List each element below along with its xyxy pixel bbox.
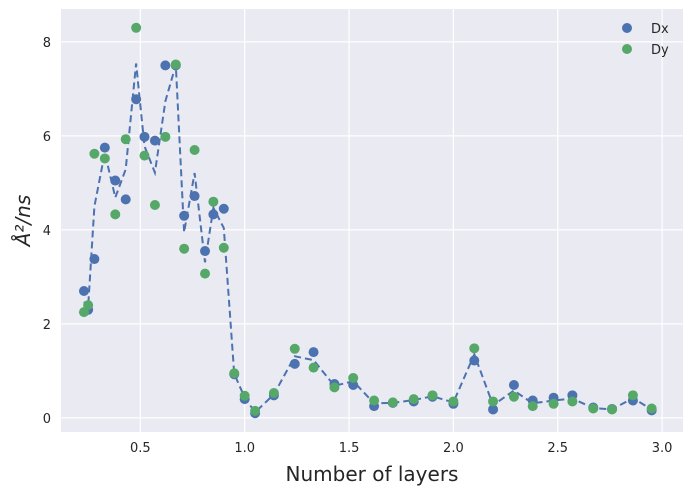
x-tick-labels: 0.5 1.0 1.5 2.0 2.5 3.0: [130, 441, 672, 456]
point-dy: [131, 22, 142, 33]
point-dx: [78, 286, 89, 296]
x-tick-label: 2.0: [443, 441, 464, 456]
point-dy: [239, 390, 250, 401]
point-dx: [469, 355, 480, 366]
points-layer: [78, 22, 657, 419]
point-dy: [268, 387, 279, 398]
point-dy: [508, 391, 519, 402]
point-dx: [149, 135, 160, 146]
y-tick-label: 8: [43, 36, 51, 51]
point-dy: [627, 390, 638, 401]
point-dx: [200, 246, 211, 257]
y-tick-label: 0: [43, 412, 51, 427]
grid: [61, 9, 683, 432]
legend-marker-dx: [622, 23, 632, 33]
point-dy: [548, 398, 559, 409]
legend-label-dx: Dx: [651, 22, 669, 37]
point-dy: [149, 199, 160, 210]
point-dy: [387, 397, 398, 408]
x-tick-label: 3.0: [652, 441, 673, 456]
point-dx: [508, 380, 519, 390]
legend-marker-dy: [622, 44, 632, 54]
point-dy: [170, 59, 181, 70]
point-dy: [218, 242, 229, 253]
point-dx: [139, 131, 150, 142]
x-tick-label: 0.5: [130, 441, 151, 456]
point-dx: [120, 194, 131, 205]
point-dx: [289, 358, 300, 369]
point-dy: [329, 382, 340, 393]
point-dy: [469, 343, 480, 354]
legend-label-dy: Dy: [651, 43, 669, 58]
point-dy: [208, 196, 219, 207]
y-tick-label: 2: [43, 318, 51, 333]
point-dy: [289, 343, 300, 354]
point-dy: [408, 394, 419, 405]
x-tick-label: 1.5: [339, 441, 360, 456]
point-dx: [131, 94, 142, 105]
point-dy: [83, 300, 94, 311]
y-tick-label: 4: [43, 224, 51, 239]
point-dx: [348, 380, 359, 390]
plot-area: [61, 9, 683, 432]
y-tick-labels: 0 2 4 6 8: [43, 36, 51, 427]
point-dy: [179, 243, 190, 254]
point-dy: [448, 396, 459, 407]
point-dy: [646, 403, 657, 414]
x-tick-label: 2.5: [547, 441, 568, 456]
point-dx: [110, 175, 121, 186]
point-dx: [208, 209, 219, 220]
point-dy: [369, 395, 380, 406]
point-dy: [250, 405, 261, 416]
point-dy: [567, 396, 578, 407]
point-dy: [200, 268, 211, 279]
point-dy: [139, 150, 150, 161]
point-dy: [488, 396, 499, 407]
point-dx: [218, 203, 229, 214]
point-dy: [607, 404, 618, 415]
point-dx: [99, 142, 110, 153]
y-tick-label: 6: [43, 130, 51, 145]
point-dy: [348, 372, 359, 383]
legend: Dx Dy: [622, 22, 669, 58]
point-dx: [308, 347, 319, 358]
point-dx: [189, 191, 200, 202]
point-dy: [99, 153, 110, 164]
point-dy: [160, 131, 171, 142]
y-axis-label: Å²/ns: [11, 195, 35, 249]
point-dy: [588, 403, 599, 414]
point-dy: [229, 368, 240, 379]
point-dy: [189, 145, 200, 155]
point-dx: [89, 254, 100, 265]
point-dx: [488, 404, 499, 415]
point-dy: [120, 134, 131, 145]
point-dx: [179, 210, 190, 221]
x-tick-label: 1.0: [234, 441, 255, 456]
x-axis-label: Number of layers: [286, 462, 459, 486]
point-dx: [160, 60, 171, 71]
point-dy: [308, 362, 319, 373]
point-dy: [527, 401, 538, 412]
point-dy: [427, 390, 438, 401]
point-dy: [110, 209, 121, 220]
point-dy: [89, 148, 100, 159]
